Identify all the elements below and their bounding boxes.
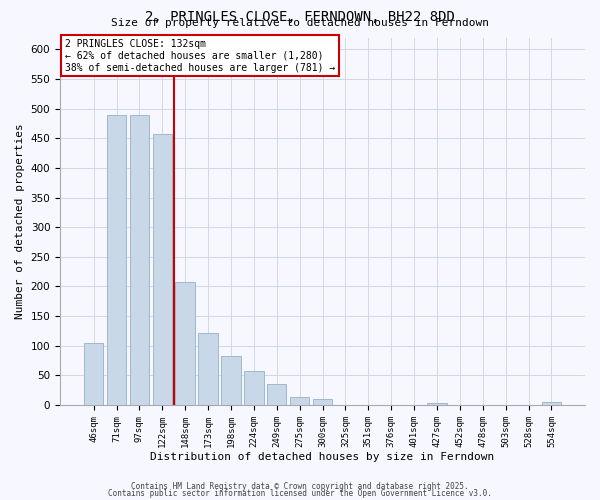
Bar <box>267 384 286 405</box>
Bar <box>175 282 195 405</box>
Bar <box>221 356 241 405</box>
Text: Size of property relative to detached houses in Ferndown: Size of property relative to detached ho… <box>111 18 489 28</box>
X-axis label: Distribution of detached houses by size in Ferndown: Distribution of detached houses by size … <box>151 452 494 462</box>
Bar <box>107 114 126 405</box>
Text: Contains HM Land Registry data © Crown copyright and database right 2025.: Contains HM Land Registry data © Crown c… <box>131 482 469 491</box>
Bar <box>290 398 310 405</box>
Y-axis label: Number of detached properties: Number of detached properties <box>15 124 25 319</box>
Text: Contains public sector information licensed under the Open Government Licence v3: Contains public sector information licen… <box>108 489 492 498</box>
Bar <box>130 114 149 405</box>
Bar <box>313 399 332 405</box>
Bar <box>84 342 103 405</box>
Bar <box>542 402 561 405</box>
Bar <box>427 402 446 405</box>
Text: 2 PRINGLES CLOSE: 132sqm
← 62% of detached houses are smaller (1,280)
38% of sem: 2 PRINGLES CLOSE: 132sqm ← 62% of detach… <box>65 40 335 72</box>
Bar <box>244 371 263 405</box>
Bar <box>152 134 172 405</box>
Text: 2, PRINGLES CLOSE, FERNDOWN, BH22 8DD: 2, PRINGLES CLOSE, FERNDOWN, BH22 8DD <box>145 10 455 24</box>
Bar <box>199 332 218 405</box>
